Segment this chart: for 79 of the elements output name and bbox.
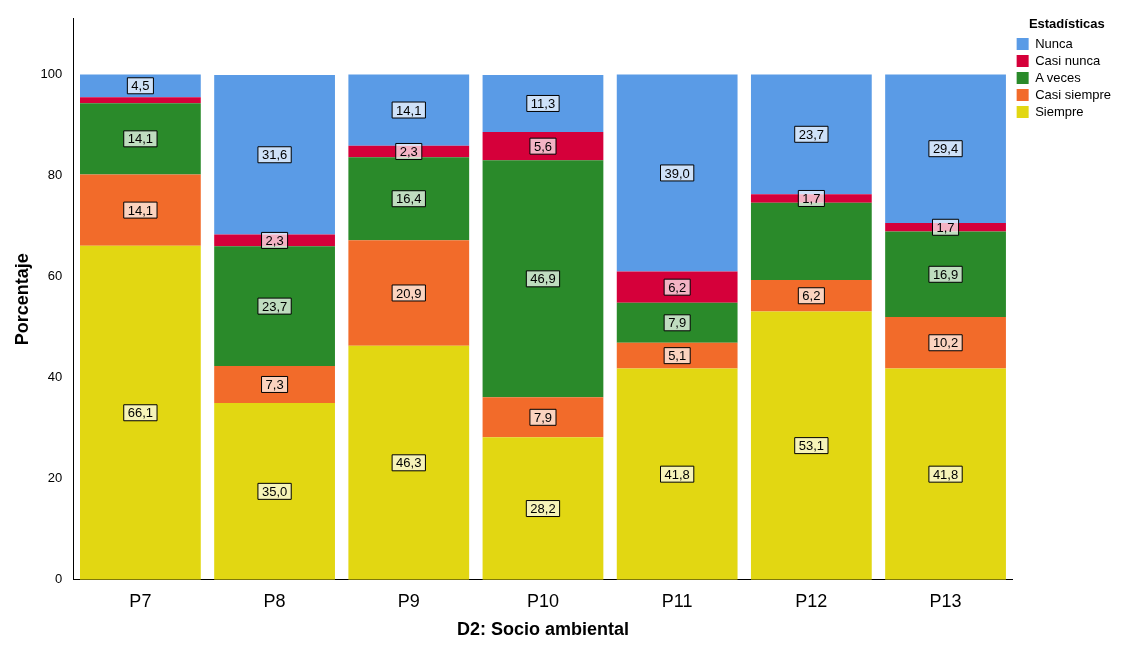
data-label: 41,8 — [664, 466, 690, 482]
data-label: 66,1 — [127, 405, 154, 421]
bar — [348, 74, 470, 146]
x-tick-label: P12 — [795, 590, 828, 611]
bar — [750, 74, 872, 195]
legend-label: Casi siempre — [1035, 86, 1111, 102]
data-label: 31,6 — [261, 147, 288, 163]
data-label: 23,7 — [798, 126, 825, 142]
y-tick-label: 80 — [47, 167, 63, 183]
bar — [482, 160, 604, 398]
data-label: 1,7 — [936, 219, 955, 235]
data-label: 1,7 — [802, 191, 821, 207]
bar — [616, 368, 738, 580]
data-label: 20,9 — [396, 285, 422, 301]
bar — [80, 174, 201, 246]
x-axis-title: D2: Socio ambiental — [456, 619, 629, 640]
data-label: 11,3 — [530, 96, 556, 112]
bar — [750, 280, 872, 312]
legend-label: Casi nunca — [1035, 52, 1101, 68]
data-label: 41,8 — [932, 466, 959, 482]
data-label: 46,9 — [530, 271, 556, 287]
legend-label: Siempre — [1035, 103, 1084, 119]
data-label: 2,3 — [265, 233, 284, 248]
bar — [616, 302, 738, 343]
data-label: 14,1 — [127, 202, 154, 218]
data-label: 5,1 — [668, 348, 687, 364]
y-tick-label: 40 — [47, 369, 63, 385]
data-label: 39,0 — [664, 165, 690, 181]
bar — [80, 245, 201, 580]
y-tick-label: 100 — [40, 65, 63, 81]
data-label: 7,3 — [265, 377, 284, 393]
bar — [482, 74, 604, 133]
data-label: 7,9 — [533, 409, 553, 425]
bar — [214, 246, 335, 367]
data-label: 14,1 — [127, 131, 154, 147]
data-label: 28,2 — [530, 501, 556, 517]
data-label: 29,4 — [932, 141, 959, 157]
y-tick-label: 20 — [47, 470, 63, 486]
bar — [348, 240, 470, 346]
y-axis-title: Porcentaje — [11, 253, 32, 346]
bar — [750, 311, 872, 580]
data-label: 46,3 — [396, 455, 422, 471]
bar — [616, 74, 738, 272]
legend-label: A veces — [1035, 69, 1082, 85]
bar — [348, 157, 470, 241]
legend-title: Estadísticas — [1028, 16, 1105, 32]
bar — [80, 103, 201, 175]
data-label: 6,2 — [668, 279, 687, 295]
data-label: 6,2 — [802, 288, 821, 304]
data-label: 16,9 — [932, 266, 959, 282]
data-label: 53,1 — [798, 438, 825, 454]
data-label: 10,2 — [932, 335, 959, 351]
bar — [80, 97, 201, 104]
data-label: 7,9 — [668, 315, 687, 331]
bar — [482, 397, 604, 438]
bar — [214, 366, 335, 403]
bar — [482, 437, 604, 580]
data-label: 5,6 — [533, 138, 553, 154]
x-tick-label: P10 — [526, 590, 559, 611]
x-tick-label: P13 — [929, 590, 962, 611]
bar — [885, 368, 1006, 580]
data-label: 23,7 — [261, 298, 288, 314]
data-label: 35,0 — [261, 483, 288, 499]
bar — [214, 402, 335, 580]
data-label: 4,5 — [131, 78, 150, 94]
bar — [885, 316, 1006, 369]
data-label: 16,4 — [396, 191, 422, 207]
data-label: 14,1 — [396, 102, 422, 118]
bar — [214, 74, 335, 235]
y-tick-label: 60 — [47, 268, 63, 284]
x-tick-label: P7 — [129, 590, 152, 611]
bar — [885, 74, 1006, 223]
x-tick-label: P8 — [263, 590, 286, 611]
bar — [348, 345, 470, 580]
legend-label: Nunca — [1035, 35, 1074, 51]
x-tick-label: P11 — [661, 590, 693, 611]
y-tick-label: 0 — [55, 571, 63, 587]
data-label: 2,3 — [399, 144, 418, 160]
x-tick-label: P9 — [397, 590, 420, 611]
